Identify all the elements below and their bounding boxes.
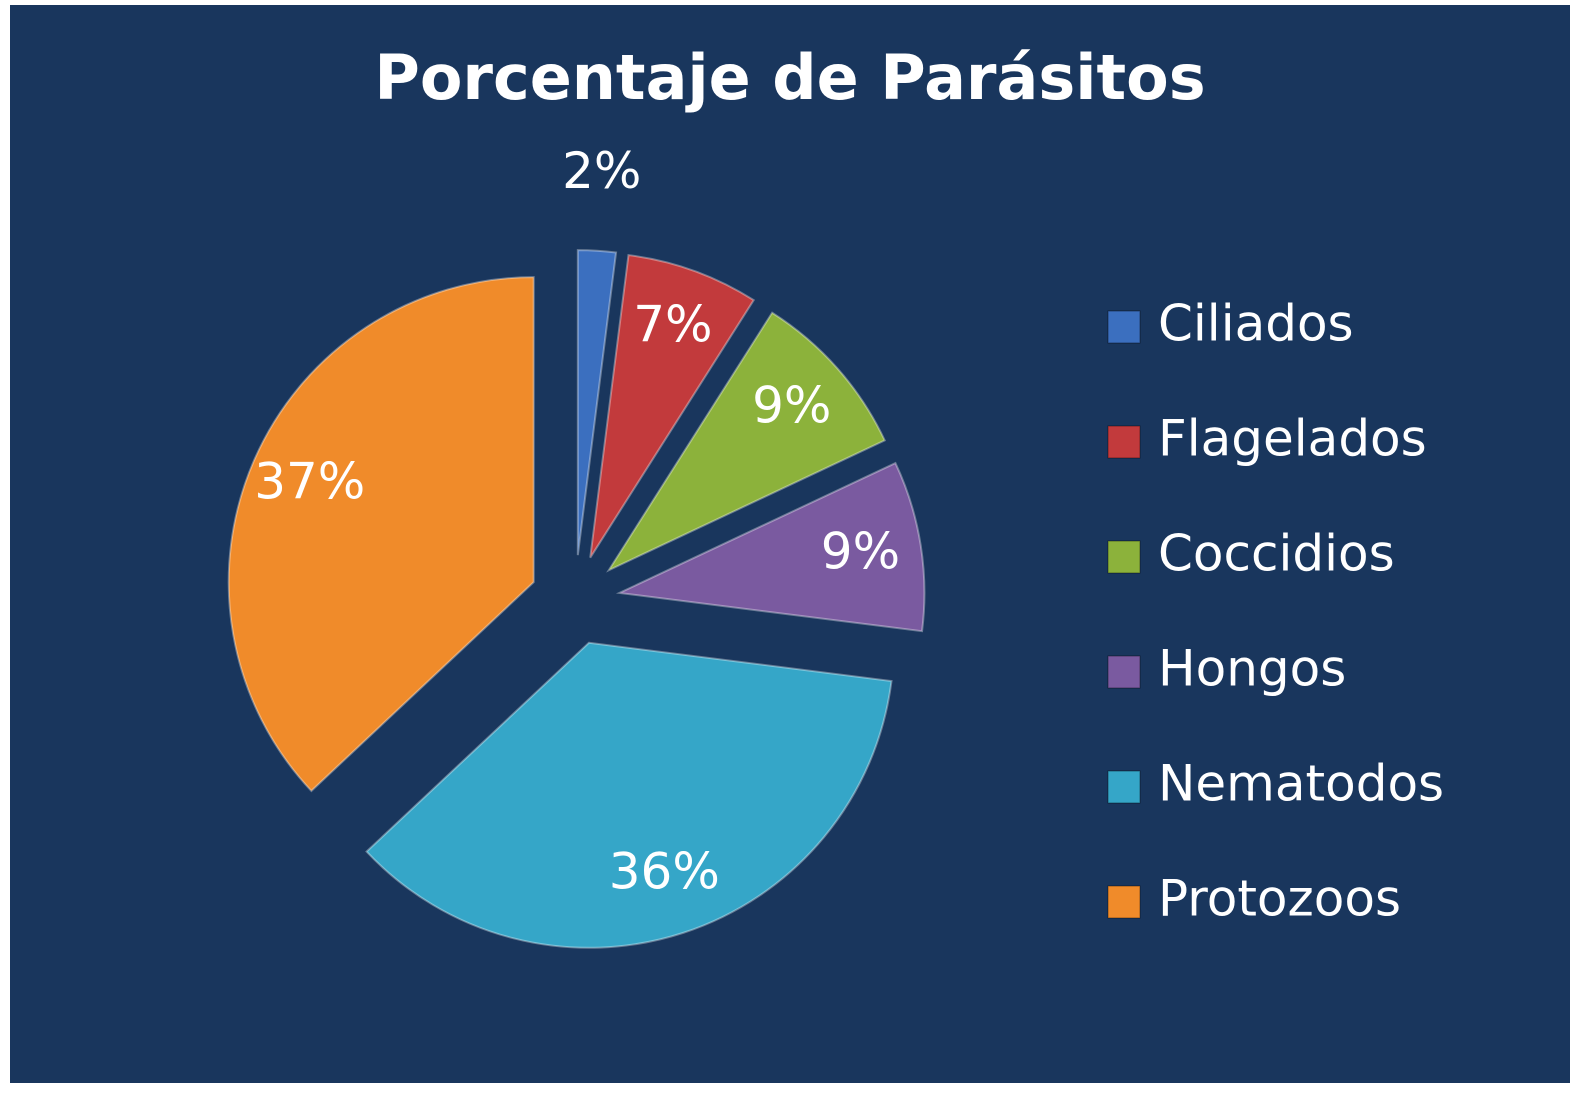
legend-label: Hongos (1158, 640, 1346, 698)
pie-slice (365, 641, 893, 949)
pie-slice (227, 276, 535, 793)
legend-label: Coccidios (1158, 525, 1395, 583)
legend-swatch (1107, 540, 1141, 574)
legend-swatch (1107, 425, 1141, 459)
legend-label: Flagelados (1158, 410, 1427, 468)
legend-swatch (1107, 885, 1141, 919)
data-label: 9% (752, 376, 831, 434)
pie-slice (615, 461, 926, 633)
data-label: 37% (254, 453, 365, 511)
data-label: 9% (821, 522, 900, 580)
legend-label: Protozoos (1158, 870, 1401, 928)
legend-label: Ciliados (1158, 295, 1354, 353)
legend-label: Nematodos (1158, 755, 1444, 813)
legend-swatch (1107, 655, 1141, 689)
data-label: 36% (609, 842, 720, 900)
legend-swatch (1107, 310, 1141, 344)
legend-swatch (1107, 770, 1141, 804)
pie-slice (589, 253, 756, 559)
pie-slice (576, 249, 618, 556)
pie-slice (606, 311, 887, 573)
data-label: 7% (633, 296, 712, 354)
chart-title: Porcentaje de Parásitos (374, 41, 1205, 114)
data-label: 2% (562, 142, 641, 200)
